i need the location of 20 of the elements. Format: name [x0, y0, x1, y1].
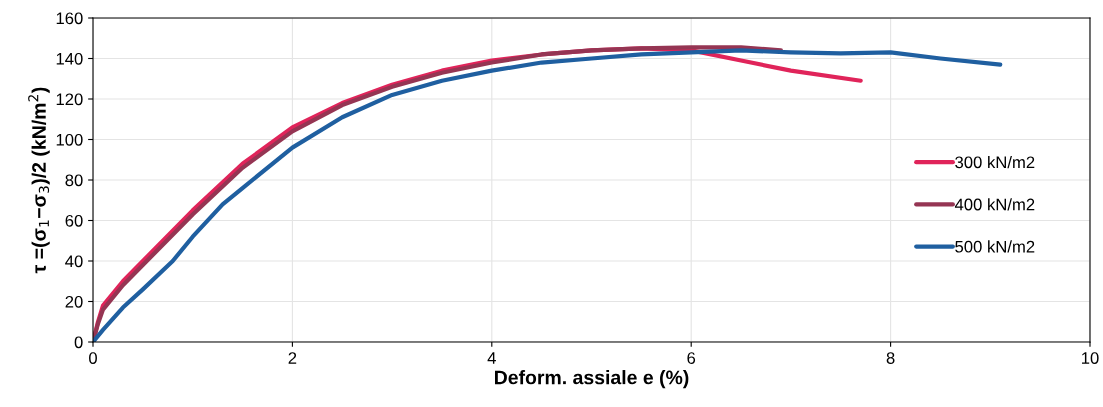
y-tick-label: 100 [56, 133, 83, 146]
y-tick-label: 0 [74, 336, 83, 349]
y-tick-label: 20 [65, 295, 83, 308]
x-axis-title: Deform. assiale e (%) [495, 370, 689, 389]
x-tick-label: 6 [687, 352, 696, 364]
x-tick-label: 2 [288, 352, 297, 364]
x-tick-label: 4 [487, 352, 496, 364]
y-tick-label: 140 [56, 52, 83, 65]
y-tick-label: 120 [56, 93, 83, 106]
y-tick-label: 80 [65, 174, 83, 187]
x-tick-label: 10 [1082, 352, 1099, 364]
y-tick-label: 40 [65, 255, 83, 268]
x-tick-label: 0 [89, 352, 97, 364]
x-tick-label: 8 [886, 352, 895, 364]
y-tick-label: 160 [56, 12, 83, 25]
y-axis-title: τ =(σ$_{1}$−σ$_{3}$)/2 (kN/m$^{2}$) [28, 87, 50, 274]
legend-label: 300 kN/m2 [955, 155, 1035, 169]
legend-label: 400 kN/m2 [954, 198, 1035, 211]
legend-label: 500 kN/m2 [955, 240, 1035, 253]
y-tick-label: 60 [65, 214, 83, 227]
